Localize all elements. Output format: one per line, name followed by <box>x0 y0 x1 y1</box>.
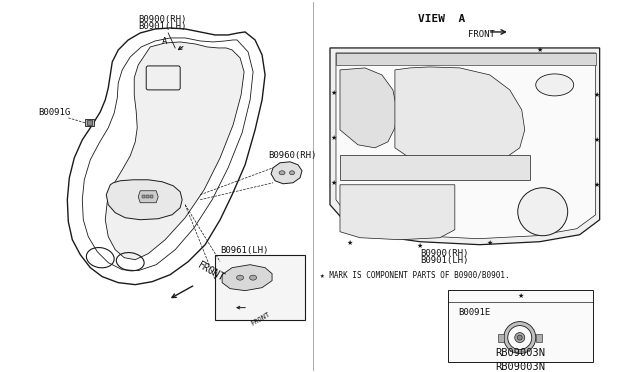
Bar <box>215 255 305 320</box>
Text: FRONT: FRONT <box>468 31 495 39</box>
Polygon shape <box>340 68 397 148</box>
Text: ★ MARK IS COMPONENT PARTS OF B0900/B0901.: ★ MARK IS COMPONENT PARTS OF B0900/B0901… <box>320 271 509 280</box>
Polygon shape <box>340 185 455 240</box>
Text: ★: ★ <box>347 240 353 246</box>
Text: A: A <box>162 37 168 46</box>
Polygon shape <box>336 53 596 65</box>
Bar <box>448 290 593 362</box>
Ellipse shape <box>518 188 568 236</box>
Text: ★: ★ <box>593 137 600 143</box>
Bar <box>142 195 145 198</box>
Ellipse shape <box>517 335 522 340</box>
Polygon shape <box>330 48 600 245</box>
Bar <box>146 195 149 198</box>
Text: FRONT: FRONT <box>196 260 227 284</box>
Text: B0901(LH): B0901(LH) <box>138 22 187 31</box>
Polygon shape <box>105 42 244 260</box>
Polygon shape <box>271 162 302 184</box>
Bar <box>498 334 504 341</box>
Text: ★: ★ <box>536 47 543 53</box>
Text: B0091G: B0091G <box>38 108 70 117</box>
Text: ★: ★ <box>517 293 524 299</box>
Ellipse shape <box>250 275 257 280</box>
Polygon shape <box>222 264 272 291</box>
Text: ★: ★ <box>593 182 600 188</box>
Bar <box>87 120 92 125</box>
Text: B0900(RH): B0900(RH) <box>138 15 187 24</box>
Ellipse shape <box>279 171 285 175</box>
Text: B0961(LH): B0961(LH) <box>220 246 269 255</box>
Text: ★: ★ <box>331 90 337 96</box>
Text: ★: ★ <box>331 135 337 141</box>
Text: RB09003N: RB09003N <box>495 362 545 372</box>
Ellipse shape <box>289 171 294 175</box>
Text: B0900(RH): B0900(RH) <box>420 249 469 258</box>
Text: RB09003N: RB09003N <box>495 347 545 357</box>
Polygon shape <box>340 155 530 180</box>
Text: ★: ★ <box>486 240 493 246</box>
Polygon shape <box>138 191 158 203</box>
Bar <box>536 334 541 341</box>
Polygon shape <box>336 53 596 239</box>
Ellipse shape <box>237 275 244 280</box>
Polygon shape <box>395 67 525 170</box>
Text: VIEW  A: VIEW A <box>418 14 465 24</box>
Polygon shape <box>106 180 182 220</box>
Text: ★: ★ <box>331 180 337 186</box>
Text: B0091E: B0091E <box>458 308 490 317</box>
Ellipse shape <box>515 333 525 343</box>
Text: B0901(LH): B0901(LH) <box>420 256 469 264</box>
Bar <box>85 119 94 126</box>
Ellipse shape <box>536 74 573 96</box>
Bar <box>150 195 153 198</box>
Text: ★: ★ <box>593 92 600 98</box>
Text: B0960(RH): B0960(RH) <box>268 151 316 160</box>
Text: FRONT: FRONT <box>250 311 271 327</box>
Text: ★: ★ <box>417 243 423 249</box>
